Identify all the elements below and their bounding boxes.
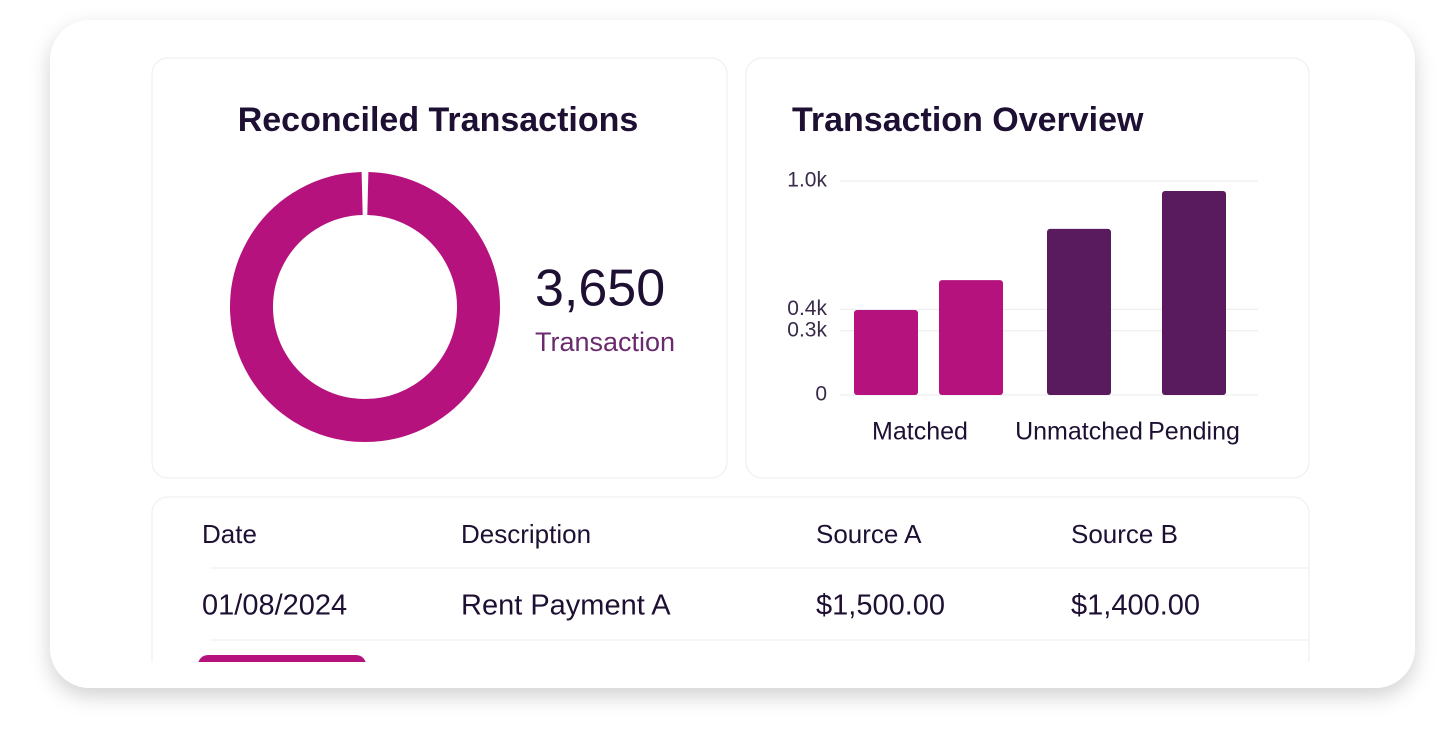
y-tick-label: 0 xyxy=(815,383,827,406)
table-header: Source B xyxy=(1071,519,1178,549)
y-tick-label: 0.3k xyxy=(787,318,827,341)
table-header: Description xyxy=(461,519,591,549)
table-panel xyxy=(151,496,1310,662)
y-tick-label: 0.4k xyxy=(787,297,827,320)
bar-title: Transaction Overview xyxy=(792,101,1144,139)
dynamic: 0 0.4k0.3k 1.0k Matched Unmatched Pending Date… xyxy=(202,169,1258,622)
x-tick-label: Unmatched xyxy=(1015,418,1143,446)
table-cell: $1,500.00 xyxy=(816,590,945,622)
table-header: Source A xyxy=(816,519,922,549)
action-button[interactable] xyxy=(198,655,366,695)
bar xyxy=(854,310,918,395)
donut-title: Reconciled Transactions xyxy=(238,101,639,139)
bar xyxy=(1162,191,1226,395)
table-header: Date xyxy=(202,519,257,549)
donut-center-label: Transaction xyxy=(535,327,675,357)
bar xyxy=(1047,228,1111,395)
x-tick-label: Matched xyxy=(872,418,968,446)
table-cell: 01/08/2024 xyxy=(202,590,347,622)
x-tick-label: Pending xyxy=(1148,418,1240,446)
table-cell: Rent Payment A xyxy=(461,590,671,622)
y-tick-label: 1.0k xyxy=(787,169,827,192)
table-cell: $1,400.00 xyxy=(1071,590,1200,622)
content: Reconciled Transactions 3,650 Transactio… xyxy=(151,57,1310,695)
donut-center-value: 3,650 xyxy=(535,260,665,318)
bar xyxy=(939,280,1003,395)
donut-segment xyxy=(230,172,500,442)
